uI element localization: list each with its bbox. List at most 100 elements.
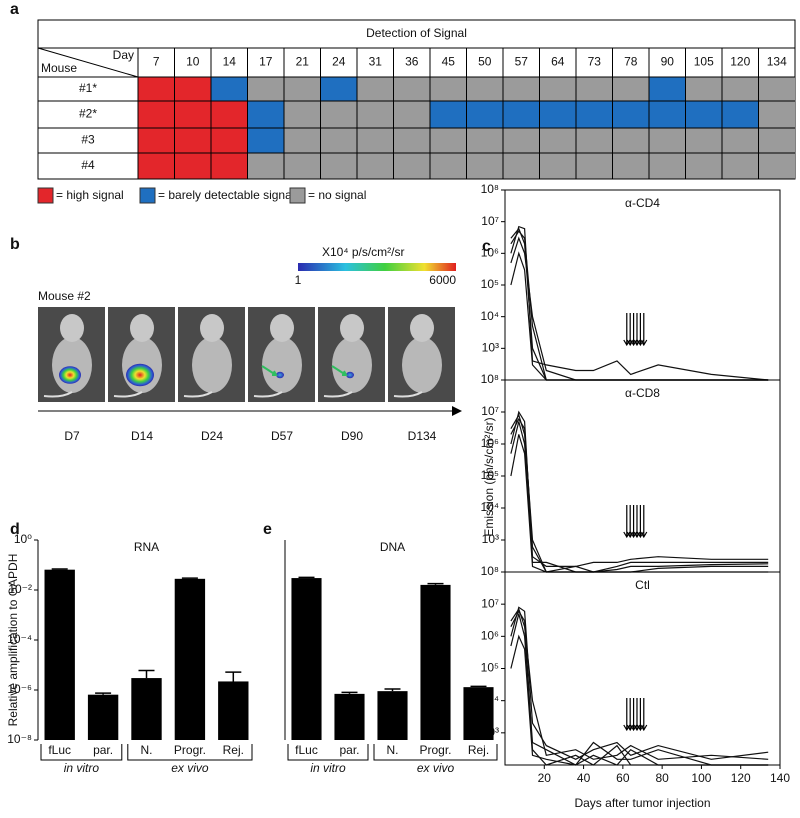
x-tick-label: 80	[655, 771, 669, 785]
day-header: 17	[259, 55, 273, 69]
error-bar	[298, 576, 315, 579]
arrow	[636, 698, 644, 732]
day-header: 14	[223, 55, 237, 69]
error-bar	[181, 577, 198, 579]
header-diagonal	[37, 47, 139, 78]
signal-cell	[466, 101, 503, 128]
x-tick-label: 40	[577, 771, 591, 785]
signal-cell	[758, 153, 795, 179]
legend-swatch	[289, 187, 306, 204]
mouse-body	[192, 337, 232, 393]
signal-cell	[393, 128, 430, 153]
mouse-body	[402, 337, 442, 393]
signal-cell	[576, 128, 613, 153]
error-bar	[225, 671, 242, 682]
scale-label: X10⁴ p/s/cm²/sr	[322, 245, 405, 259]
signal-cell	[685, 77, 722, 101]
signal-blob	[276, 371, 284, 379]
arrow	[633, 505, 641, 539]
x-tick-label: Rej.	[223, 743, 244, 757]
signal-cell	[612, 77, 649, 101]
panel-label: c	[482, 238, 491, 255]
x-tick-label: N.	[141, 743, 153, 757]
panel-label: a	[10, 1, 19, 18]
y-tick-label: 10³	[482, 532, 499, 546]
error-bar	[138, 669, 155, 679]
mouse-label: #2*	[79, 107, 97, 121]
signal-blob	[126, 363, 154, 387]
mouse-label: #4	[81, 158, 95, 172]
x-tick-label: 100	[691, 771, 711, 785]
y-tick-label: 10⁸	[481, 372, 499, 386]
signal-cell	[320, 77, 357, 101]
y-axis-label: Emission (ph/s/cm²/sr)	[482, 417, 496, 536]
group-label: in vitro	[310, 761, 346, 775]
pointer-arrow	[261, 365, 278, 376]
signal-blob	[346, 371, 354, 379]
error-bar	[470, 685, 487, 688]
signal-cell	[247, 77, 284, 101]
error-bar	[51, 568, 68, 570]
x-tick-label: 60	[616, 771, 630, 785]
signal-cell	[685, 153, 722, 179]
arrow	[623, 313, 631, 347]
day-header: 24	[332, 55, 346, 69]
group-label: in vitro	[64, 761, 100, 775]
signal-cell	[722, 77, 759, 101]
group-bracket	[373, 744, 498, 761]
legend-label: = no signal	[308, 188, 366, 202]
line-series	[510, 227, 769, 381]
signal-cell	[320, 153, 357, 179]
mouse-head	[130, 314, 154, 342]
row-header: Mouse	[41, 61, 77, 75]
line-series	[510, 410, 769, 567]
panel-label: e	[263, 521, 272, 538]
arrow	[636, 313, 644, 347]
line-series	[510, 230, 769, 381]
signal-cell	[649, 77, 686, 101]
day-label: D24	[201, 429, 223, 443]
color-scale	[298, 263, 456, 271]
y-tick-label: 10⁰	[14, 532, 32, 546]
mouse-head	[200, 314, 224, 342]
panel-label: b	[10, 236, 20, 253]
bar	[291, 578, 322, 740]
line-series	[510, 434, 769, 573]
pointer-arrow	[331, 365, 348, 376]
error-bar	[341, 691, 358, 694]
signal-cell	[503, 153, 540, 179]
signal-cell	[138, 101, 175, 128]
plot-frame	[504, 379, 781, 573]
signal-cell	[722, 153, 759, 179]
x-tick-label: 140	[770, 771, 790, 785]
arrow	[623, 698, 631, 732]
signal-cell	[503, 101, 540, 128]
arrow	[640, 698, 648, 732]
signal-cell	[466, 153, 503, 179]
line-series	[510, 413, 769, 573]
mouse-tail	[253, 391, 283, 398]
group-label: ex vivo	[417, 761, 455, 775]
arrow	[626, 313, 634, 347]
y-tick-label: 10⁷	[481, 596, 499, 610]
signal-cell	[649, 153, 686, 179]
signal-cell	[393, 153, 430, 179]
y-tick-label: 10⁴	[480, 500, 499, 514]
line-series	[510, 607, 769, 760]
scale-max: 6000	[429, 273, 456, 287]
y-tick-label: 10⁷	[481, 214, 499, 228]
chart-title: Ctl	[635, 578, 650, 592]
group-bracket	[287, 744, 369, 761]
y-tick-label: 10⁴	[480, 309, 499, 323]
mouse-tail	[43, 391, 73, 398]
line-series	[510, 417, 769, 573]
signal-cell	[174, 128, 211, 153]
day-header: 64	[551, 55, 565, 69]
day-header: 78	[624, 55, 638, 69]
day-header: 45	[442, 55, 456, 69]
signal-cell	[576, 153, 613, 179]
x-tick-label: Progr.	[419, 743, 451, 757]
bar	[218, 681, 249, 740]
day-header: 21	[296, 55, 310, 69]
y-tick-label: 10⁵	[481, 468, 499, 482]
